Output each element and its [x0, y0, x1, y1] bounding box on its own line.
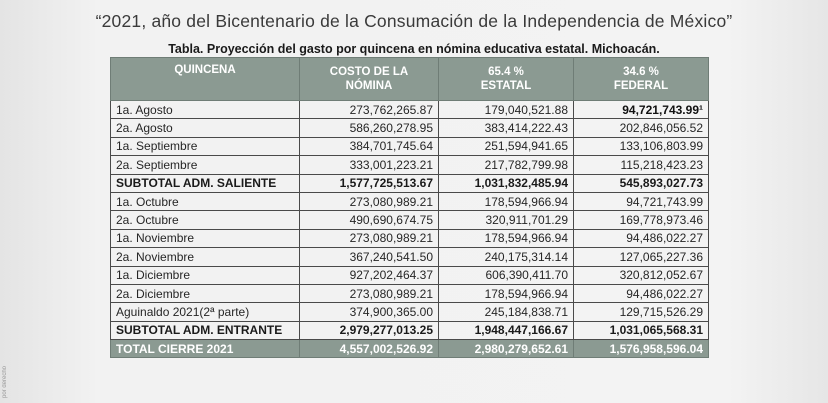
header-estatal-line2: ESTATAL: [480, 80, 532, 92]
cell-costo: 586,260,278.95: [299, 118, 439, 138]
cell-estatal: 2,980,279,652.61: [438, 339, 574, 359]
cell-federal: 1,576,958,596.04: [573, 339, 709, 359]
cell-quincena: 1a. Noviembre: [110, 228, 300, 249]
cell-estatal: 1,948,447,166.67: [438, 320, 574, 341]
cell-estatal: 320,911,701.29: [438, 210, 574, 230]
cell-estatal: 383,414,222.43: [438, 118, 574, 138]
cell-federal: 127,065,227.36: [573, 247, 709, 267]
cell-costo: 384,701,745.64: [299, 136, 439, 157]
header-costo-line1: COSTO DE LA: [329, 66, 409, 78]
header-costo-line2: NÓMINA: [345, 80, 393, 92]
cell-estatal: 179,040,521.88: [438, 99, 574, 120]
cell-federal: 94,721,743.99: [573, 191, 709, 212]
cell-federal: 94,486,022.27: [573, 228, 709, 249]
cell-federal: 169,778,973.46: [573, 210, 709, 230]
table-row: 2a. Diciembre 273,080,989.21 178,594,966…: [110, 283, 709, 304]
cell-estatal: 245,184,838.71: [438, 302, 574, 322]
table-row: 1a. Octubre 273,080,989.21 178,594,966.9…: [110, 191, 709, 212]
cell-quincena: 1a. Diciembre: [110, 265, 300, 285]
header-estatal: 65.4 % ESTATAL: [438, 57, 574, 101]
cell-quincena: SUBTOTAL ADM. SALIENTE: [110, 173, 300, 193]
cell-estatal: 178,594,966.94: [438, 228, 574, 249]
payroll-table: QUINCENA COSTO DE LA NÓMINA 65.4 % ESTAT…: [110, 57, 709, 359]
cell-quincena: 1a. Octubre: [110, 191, 300, 212]
table-row: 2a. Octubre 490,690,674.75 320,911,701.2…: [110, 210, 709, 230]
table-caption: Tabla. Proyección del gasto por quincena…: [168, 42, 660, 56]
cell-federal: 202,846,056.52: [573, 118, 709, 138]
cell-federal: 94,486,022.27: [573, 283, 709, 304]
cell-quincena: 1a. Agosto: [110, 99, 300, 120]
subtotal-row-entrante: SUBTOTAL ADM. ENTRANTE 2,979,277,013.25 …: [110, 320, 709, 341]
cell-quincena: 2a. Septiembre: [110, 155, 300, 175]
cell-costo: 273,080,989.21: [299, 228, 439, 249]
cell-costo: 273,762,265.87: [299, 99, 439, 120]
cell-federal: 94,721,743.99¹: [573, 99, 709, 120]
table-row: 1a. Septiembre 384,701,745.64 251,594,94…: [110, 136, 709, 157]
subtotal-row-saliente: SUBTOTAL ADM. SALIENTE 1,577,725,513.67 …: [110, 173, 709, 193]
cell-federal: 115,218,423.23: [573, 155, 709, 175]
header-federal: 34.6 % FEDERAL: [573, 57, 709, 101]
cell-estatal: 178,594,966.94: [438, 191, 574, 212]
cell-estatal: 606,390,411.70: [438, 265, 574, 285]
document-heading: “2021, año del Bicentenario de la Consum…: [95, 11, 733, 31]
header-estatal-line1: 65.4 %: [488, 66, 524, 78]
cell-quincena: SUBTOTAL ADM. ENTRANTE: [110, 320, 300, 341]
header-costo: COSTO DE LA NÓMINA: [299, 57, 439, 101]
cell-quincena: 2a. Octubre: [110, 210, 300, 230]
table-row: 1a. Agosto 273,762,265.87 179,040,521.88…: [110, 99, 709, 120]
cell-quincena: 2a. Noviembre: [110, 247, 300, 267]
cell-costo: 374,900,365.00: [299, 302, 439, 322]
header-federal-line1: 34.6 %: [623, 66, 659, 78]
cell-federal: 129,715,526.29: [573, 302, 709, 322]
cell-costo: 273,080,989.21: [299, 191, 439, 212]
cell-quincena: TOTAL CIERRE 2021: [110, 339, 300, 359]
cell-quincena: 2a. Diciembre: [110, 283, 300, 304]
cell-quincena: Aguinaldo 2021(2ª parte): [110, 302, 300, 322]
cell-costo: 333,001,223.21: [299, 155, 439, 175]
cell-federal: 1,031,065,568.31: [573, 320, 709, 341]
header-quincena: QUINCENA: [110, 57, 300, 101]
table-row: 2a. Septiembre 333,001,223.21 217,782,79…: [110, 155, 709, 175]
cell-estatal: 240,175,314.14: [438, 247, 574, 267]
cell-costo: 2,979,277,013.25: [299, 320, 439, 341]
cell-costo: 367,240,541.50: [299, 247, 439, 267]
cell-estatal: 217,782,799.98: [438, 155, 574, 175]
cell-federal: 320,812,052.67: [573, 265, 709, 285]
table-row: 2a. Agosto 586,260,278.95 383,414,222.43…: [110, 118, 709, 138]
cell-quincena: 1a. Septiembre: [110, 136, 300, 157]
cell-costo: 1,577,725,513.67: [299, 173, 439, 193]
cell-estatal: 251,594,941.65: [438, 136, 574, 157]
margin-note: por derecho: [2, 365, 8, 398]
table-header-row: QUINCENA COSTO DE LA NÓMINA 65.4 % ESTAT…: [110, 57, 709, 101]
cell-quincena: 2a. Agosto: [110, 118, 300, 138]
cell-costo: 4,557,002,526.92: [299, 339, 439, 359]
cell-federal: 133,106,803.99: [573, 136, 709, 157]
cell-costo: 273,080,989.21: [299, 283, 439, 304]
total-row: TOTAL CIERRE 2021 4,557,002,526.92 2,980…: [110, 339, 709, 359]
cell-estatal: 178,594,966.94: [438, 283, 574, 304]
cell-federal: 545,893,027.73: [573, 173, 709, 193]
table-row: Aguinaldo 2021(2ª parte) 374,900,365.00 …: [110, 302, 709, 322]
header-federal-line2: FEDERAL: [613, 80, 669, 92]
table-row: 2a. Noviembre 367,240,541.50 240,175,314…: [110, 247, 709, 267]
cell-costo: 927,202,464.37: [299, 265, 439, 285]
table-row: 1a. Noviembre 273,080,989.21 178,594,966…: [110, 228, 709, 249]
cell-estatal: 1,031,832,485.94: [438, 173, 574, 193]
cell-costo: 490,690,674.75: [299, 210, 439, 230]
table-row: 1a. Diciembre 927,202,464.37 606,390,411…: [110, 265, 709, 285]
